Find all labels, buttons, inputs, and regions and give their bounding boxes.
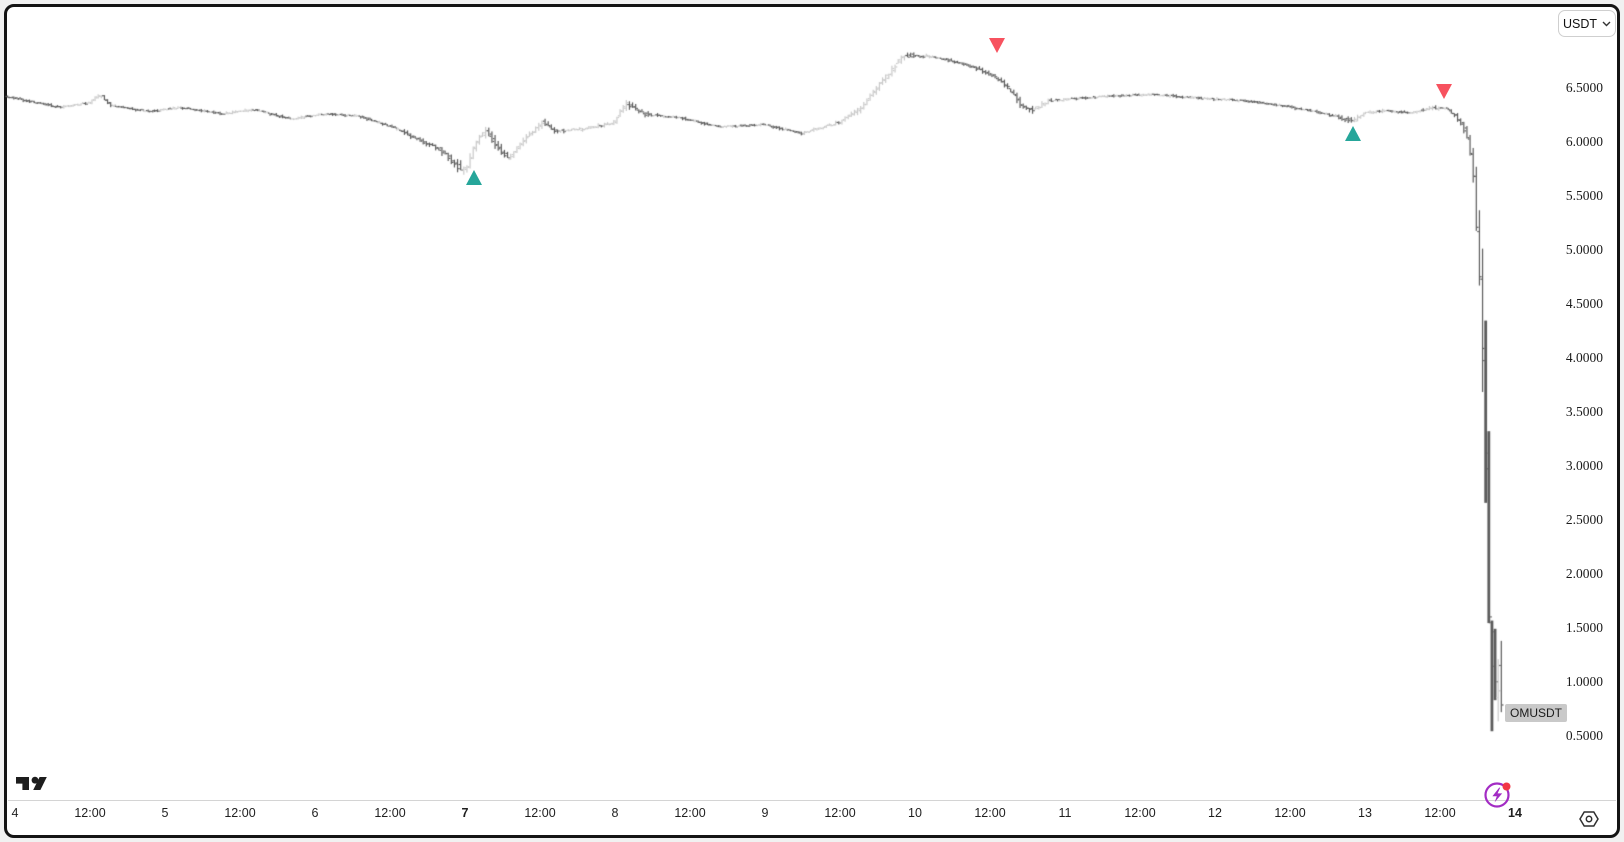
time-tick-label: 12:00 (1274, 806, 1306, 820)
chevron-down-icon (1602, 21, 1611, 26)
buy-signal-marker (465, 170, 482, 186)
price-tick-label: 1.0000 (1565, 674, 1603, 689)
price-tick-label: 6.5000 (1565, 80, 1603, 95)
price-tick-label: 2.5000 (1565, 512, 1603, 527)
time-tick-label: 12:00 (674, 806, 706, 820)
sell-signal-marker (1436, 83, 1452, 99)
time-tick-label: 12:00 (824, 806, 856, 820)
time-tick-label: 12:00 (974, 806, 1006, 820)
time-tick-label: 8 (611, 806, 619, 820)
price-tick-label: 0.5000 (1565, 728, 1603, 743)
time-tick-label: 12:00 (74, 806, 106, 820)
price-tick-label: 6.0000 (1565, 134, 1603, 149)
time-tick-label: 12:00 (1124, 806, 1156, 820)
time-tick-label: 9 (761, 806, 769, 820)
time-tick-label: 10 (908, 806, 922, 820)
price-tick-label: 3.5000 (1565, 404, 1603, 419)
price-tick-label: 1.5000 (1565, 620, 1603, 635)
time-tick-label: 12:00 (524, 806, 556, 820)
buy-signal-marker (1344, 125, 1361, 141)
price-tick-label: 2.0000 (1565, 566, 1603, 581)
quote-currency-label: USDT (1562, 16, 1598, 31)
flash-events-icon[interactable] (1482, 779, 1514, 811)
time-tick-label: 6 (311, 806, 319, 820)
time-tick-label: 7 (461, 806, 469, 820)
time-tick-label: 5 (161, 806, 169, 820)
price-tick-label: 4.5000 (1565, 296, 1603, 311)
time-tick-label: 12 (1208, 806, 1222, 820)
time-tick-label: 12:00 (374, 806, 406, 820)
price-tick-label: 4.0000 (1565, 350, 1603, 365)
price-tick-label: 5.0000 (1565, 242, 1603, 257)
time-tick-label: 13 (1358, 806, 1372, 820)
time-tick-label: 12:00 (224, 806, 256, 820)
sell-signal-marker (989, 38, 1005, 54)
price-tick-label: 3.0000 (1565, 458, 1603, 473)
time-tick-label: 11 (1058, 806, 1072, 820)
time-tick-label: 14 (1508, 806, 1522, 820)
time-tick-label: 4 (11, 806, 19, 820)
tradingview-logo-icon (14, 773, 48, 802)
quote-currency-selector[interactable]: USDT (1558, 10, 1616, 37)
price-tick-label: 5.5000 (1565, 188, 1603, 203)
axis-settings-icon[interactable] (1577, 808, 1601, 830)
symbol-price-label: OMUSDT (1505, 704, 1567, 722)
time-tick-label: 12:00 (1424, 806, 1456, 820)
time-axis-separator (8, 800, 1616, 801)
